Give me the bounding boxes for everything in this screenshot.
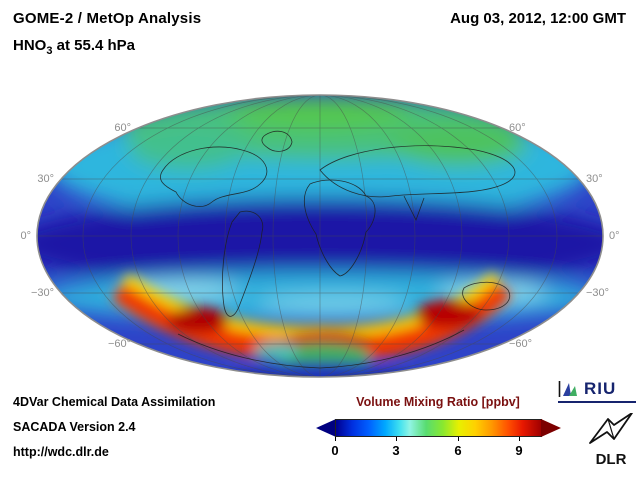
credit-line-url: http://wdc.dlr.de xyxy=(13,445,109,459)
colorbar-label-0: 0 xyxy=(331,443,339,458)
map-border xyxy=(36,94,604,378)
colorbar-label-9: 9 xyxy=(515,443,523,458)
colorbar-label-6: 6 xyxy=(454,443,462,458)
lat-label-right-eq: 0° xyxy=(609,230,620,242)
continent-outlines xyxy=(159,130,516,369)
lat-label-right-30s: −30° xyxy=(586,287,610,299)
lat-label-left-60s: −60° xyxy=(107,338,131,350)
colorbar-right-arrow xyxy=(541,419,561,437)
species-name: HNO xyxy=(13,37,47,54)
colorbar-tick-0 xyxy=(335,437,336,441)
riu-wave-icon xyxy=(558,381,577,397)
page-title: GOME-2 / MetOp Analysis xyxy=(13,10,202,27)
lat-label-left-eq: 0° xyxy=(20,230,31,242)
colorbar-tick-6 xyxy=(458,437,459,441)
credit-line-assimilation: 4DVar Chemical Data Assimilation xyxy=(13,395,216,409)
colorbar-title: Volume Mixing Ratio [ppbv] xyxy=(356,395,520,409)
timestamp: Aug 03, 2012, 12:00 GMT xyxy=(450,10,626,27)
lat-label-left-30s: −30° xyxy=(30,287,54,299)
colorbar-tick-9 xyxy=(519,437,520,441)
riu-logo-label: RIU xyxy=(584,379,617,398)
lat-label-left-30n: 30° xyxy=(37,173,54,185)
credit-line-version: SACADA Version 2.4 xyxy=(13,420,136,434)
world-map xyxy=(36,94,604,378)
colorbar-label-3: 3 xyxy=(392,443,400,458)
lat-label-right-60n: 60° xyxy=(509,122,526,134)
lat-label-right-30n: 30° xyxy=(586,173,603,185)
page-subtitle: HNO3 at 55.4 hPa xyxy=(13,37,135,57)
colorbar-tick-3 xyxy=(396,437,397,441)
graticule xyxy=(37,95,603,377)
lat-label-right-60s: −60° xyxy=(509,338,533,350)
dlr-wing-icon xyxy=(589,412,633,444)
riu-logo: RIU xyxy=(558,377,636,403)
dlr-logo-label: DLR xyxy=(595,451,627,468)
pressure-level: at 55.4 hPa xyxy=(52,37,136,54)
lat-label-left-60n: 60° xyxy=(114,122,131,134)
colorbar-left-arrow xyxy=(316,419,336,437)
colorbar-gradient xyxy=(335,419,542,437)
species-subscript: 3 xyxy=(46,45,53,57)
dlr-logo: DLR xyxy=(586,412,636,468)
